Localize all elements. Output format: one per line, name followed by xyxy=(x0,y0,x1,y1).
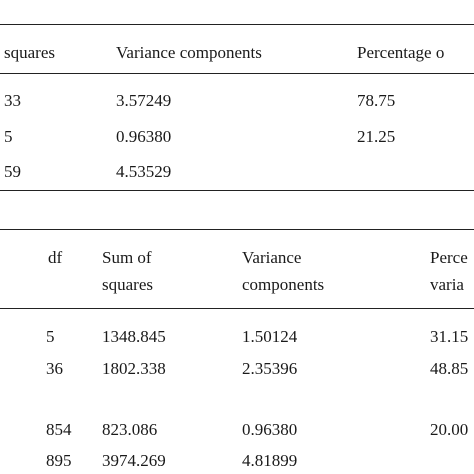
table-2-header-percentage-line-2: varia xyxy=(430,275,464,294)
table-2-row-1-sum-of-squares: 1348.845 xyxy=(102,327,166,346)
table-2-row-4-sum-of-squares: 3974.269 xyxy=(102,451,166,470)
table-2-row-1-variance-components: 1.50124 xyxy=(242,327,298,346)
table-1-row-2-sum-of-squares: 5 xyxy=(4,127,13,146)
table-2-row-4-df: 895 xyxy=(46,451,72,470)
table-2-header-percentage-line-1: Perce xyxy=(430,248,468,267)
table-2-header-sum-of-line-1: Sum of xyxy=(102,248,152,267)
table-2-row-2-sum-of-squares: 1802.338 xyxy=(102,359,166,378)
table-2-row-1-df: 5 xyxy=(46,327,55,346)
table-2-row-4-variance-components: 4.81899 xyxy=(242,451,298,470)
table-1-row-1-variance-components: 3.57249 xyxy=(116,91,172,110)
table-2-header-rule xyxy=(0,308,474,309)
table-2-header-variance-line-1: Variance xyxy=(242,248,302,267)
table-1-row-2-percentage: 21.25 xyxy=(357,127,396,146)
table-2-top-rule xyxy=(0,229,474,230)
table-1-row-2-variance-components: 0.96380 xyxy=(116,127,172,146)
table-1-row-1-percentage: 78.75 xyxy=(357,91,396,110)
table-2-row-2-percentage: 48.85 xyxy=(430,359,469,378)
table-2-row-3-percentage: 20.00 xyxy=(430,420,469,439)
table-1-row-1-sum-of-squares: 33 xyxy=(4,91,21,110)
table-2-row-2-variance-components: 2.35396 xyxy=(242,359,298,378)
table-2-header-df: df xyxy=(48,248,63,267)
table-1-header-rule xyxy=(0,73,474,74)
table-2-header-variance-line-2: components xyxy=(242,275,325,294)
table-2-row-3-variance-components: 0.96380 xyxy=(242,420,298,439)
table-2-header-sum-of-line-2: squares xyxy=(102,275,153,294)
table-2-row-3-df: 854 xyxy=(46,420,72,439)
table-1-top-rule xyxy=(0,24,474,25)
table-2-row-3-sum-of-squares: 823.086 xyxy=(102,420,158,439)
table-1-header-variance-components: Variance components xyxy=(116,43,262,62)
table-1-header-sum-of-squares: squares xyxy=(4,43,55,62)
table-1-header-percentage: Percentage o xyxy=(357,43,445,62)
table-1-bottom-rule xyxy=(0,190,474,191)
table-2-row-1-percentage: 31.15 xyxy=(430,327,469,346)
table-2-row-2-df: 36 xyxy=(46,359,63,378)
table-1-row-3-sum-of-squares: 59 xyxy=(4,162,21,181)
table-1-row-3-variance-components: 4.53529 xyxy=(116,162,172,181)
